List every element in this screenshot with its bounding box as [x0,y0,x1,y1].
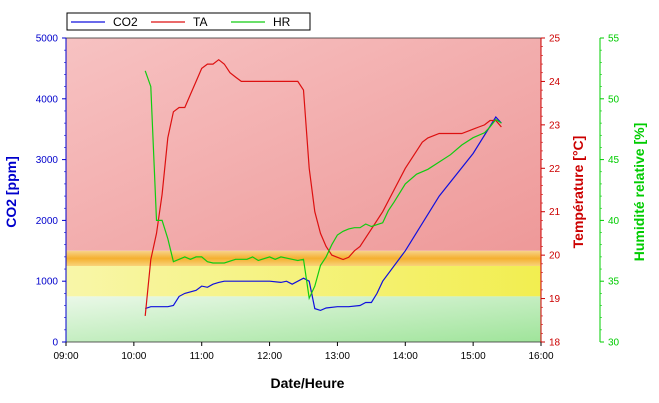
x-tick-label: 14:00 [393,351,418,362]
y-tick-label-co2: 5000 [36,34,59,45]
y-tick-label-co2: 2000 [36,216,59,227]
y-tick-label-hr: 35 [608,277,620,288]
x-tick-label: 15:00 [461,351,486,362]
legend-box [66,12,311,31]
y-tick-label-co2: 3000 [36,155,59,166]
legend: CO2 TA HR [66,12,311,31]
background-zone-4 [66,296,541,342]
x-axis-title: Date/Heure [271,375,345,391]
series-line-ta [144,58,502,316]
y-tick-label-ta: 20 [549,251,561,262]
y-tick-label-co2: 0 [52,338,58,349]
y-tick-label-ta: 25 [549,34,561,45]
y-tick-label-ta: 18 [549,338,561,349]
x-tick-label: 11:00 [190,351,215,362]
y-tick-label-co2: 1000 [36,277,59,288]
series-line-co2 [145,116,502,312]
x-tick-label: 16:00 [528,351,553,362]
background-zone-2 [66,250,541,266]
background-zone-1 [66,38,541,251]
y-tick-label-hr: 55 [608,34,620,45]
y-tick-label-ta: 21 [549,207,561,218]
legend-label-ta: TA [193,15,207,29]
x-tick-label: 10:00 [121,351,146,362]
y-tick-label-ta: 24 [549,77,561,88]
background-zone-3 [66,266,541,297]
y-tick-label-hr: 45 [608,155,620,166]
x-tick-label: 12:00 [257,351,282,362]
legend-label-hr: HR [273,15,291,29]
y-tick-label-ta: 23 [549,120,561,131]
y-tick-label-ta: 19 [549,294,561,305]
y-tick-label-co2: 4000 [36,94,59,105]
y-tick-label-hr: 40 [608,216,620,227]
x-tick-label: 13:00 [325,351,350,362]
series-line-hr [144,70,502,301]
y-tick-label-ta: 22 [549,164,561,175]
legend-label-co2: CO2 [113,15,138,29]
y-tick-label-hr: 50 [608,94,620,105]
y-axis-title-hr: Humidité relative [%] [631,123,647,261]
y-tick-label-hr: 30 [608,338,620,349]
y-axis-title-ta: Température [°C] [570,136,586,249]
x-tick-label: 09:00 [53,351,78,362]
y-axis-title-co2: CO2 [ppm] [3,156,19,228]
